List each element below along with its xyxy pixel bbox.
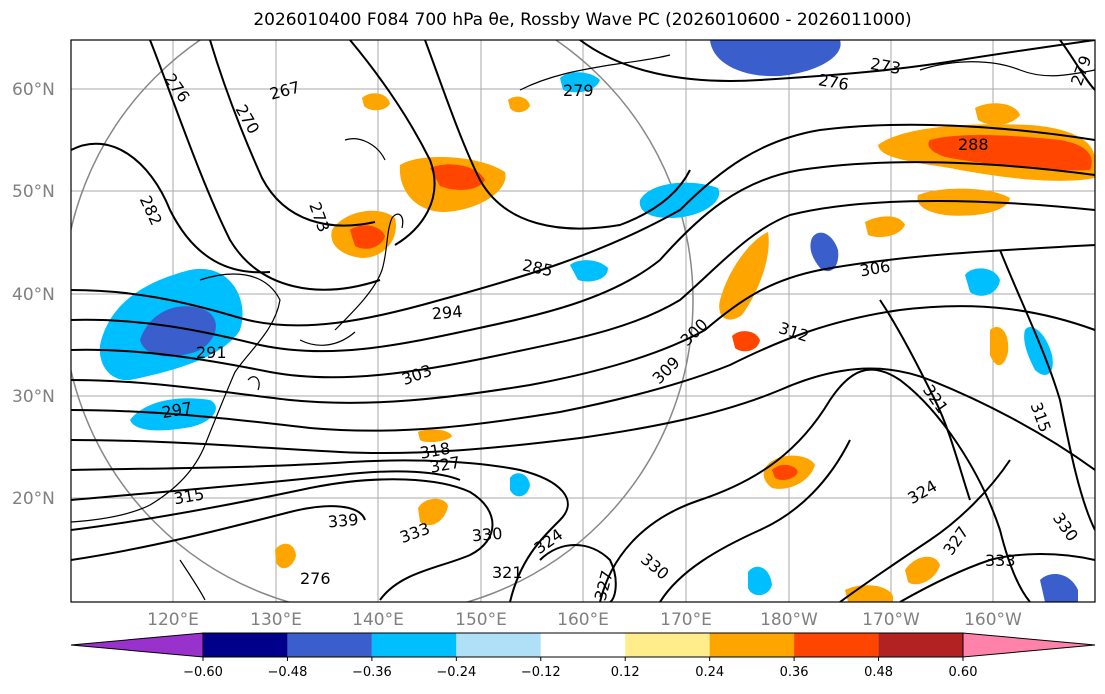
colorbar-bin	[371, 633, 457, 657]
map-title: 2026010400 F084 700 hPa θe, Rossby Wave …	[253, 10, 912, 30]
negative-anomaly-blob	[1040, 574, 1078, 602]
positive-anomaly-blob	[865, 216, 905, 238]
map-border	[70, 39, 1096, 603]
colorbar-tick-label: 0.48	[864, 665, 893, 680]
contour-label: 279	[563, 81, 594, 100]
lon-label: 140°E	[352, 610, 404, 630]
negative-anomaly-blob	[748, 566, 772, 596]
colorbar-bin	[203, 633, 288, 657]
colorbar-bin	[625, 633, 710, 657]
positive-anomaly-blob	[350, 225, 385, 249]
contour-label: 330	[471, 524, 503, 546]
lon-label: 120°E	[147, 610, 199, 630]
contour-label: 294	[431, 302, 463, 324]
colorbar-bin	[878, 633, 963, 657]
lon-label: 170°W	[862, 610, 920, 630]
negative-anomaly-blob	[710, 40, 841, 77]
lat-label: 30°N	[12, 387, 55, 407]
colorbar-bin	[794, 633, 879, 657]
negative-anomaly-blob	[560, 72, 600, 93]
colorbar-tick-label: −0.60	[183, 665, 223, 680]
contour-label: 333	[985, 551, 1016, 570]
positive-anomaly-blob	[719, 232, 769, 320]
contour-label: 288	[958, 135, 989, 154]
colorbar-bin	[287, 633, 372, 657]
negative-anomaly-blob	[965, 268, 1000, 296]
positive-anomaly-blob	[732, 331, 760, 352]
colorbar-bin	[456, 633, 541, 657]
reference-circle	[71, 40, 694, 602]
lat-label: 20°N	[12, 489, 55, 509]
lat-label: 60°N	[12, 80, 55, 100]
positive-anomaly-blob	[508, 96, 530, 113]
colorbar-tick-label: −0.48	[268, 665, 308, 680]
contour-label: 276	[300, 569, 331, 588]
lat-label: 50°N	[12, 182, 55, 202]
lon-label: 130°E	[250, 610, 302, 630]
negative-anomaly-blob	[570, 260, 608, 282]
colorbar-extend-max	[962, 632, 1096, 658]
coastlines	[71, 54, 1095, 601]
lon-label: 170°E	[660, 610, 712, 630]
positive-anomaly-blob	[772, 464, 798, 480]
negative-anomaly-blob	[1024, 327, 1053, 375]
theta-e-contours	[71, 40, 1095, 602]
lon-label: 180°W	[760, 610, 818, 630]
positive-anomaly-blob	[418, 498, 448, 526]
colorbar: −0.60 −0.48 −0.36 −0.24 −0.12 0.12 0.24 0.36 0.4…	[70, 632, 1096, 680]
latitude-labels: 60°N 50°N 40°N 30°N 20°N	[12, 80, 55, 509]
positive-anomaly-blob	[362, 93, 390, 111]
negative-anomaly-blob	[140, 306, 216, 357]
positive-anomaly-blob	[975, 103, 1020, 125]
colorbar-bin	[540, 633, 626, 657]
positive-anomaly-blob	[275, 543, 296, 569]
contour-label: 321	[492, 563, 523, 582]
colorbar-tick-label: 0.36	[780, 665, 809, 680]
positive-anomaly-blob	[430, 164, 485, 190]
colorbar-tick-label: −0.24	[436, 665, 476, 680]
positive-anomaly-blob	[418, 429, 452, 443]
lon-label: 150°E	[455, 610, 507, 630]
colorbar-tick-label: 0.60	[949, 665, 978, 680]
lon-label: 160°E	[557, 610, 609, 630]
colorbar-tick-label: −0.12	[521, 665, 561, 680]
colorbar-outline	[202, 632, 964, 658]
contour-label: 339	[327, 510, 359, 532]
negative-anomaly-blob	[810, 232, 839, 272]
colorbar-tick-label: 0.24	[695, 665, 724, 680]
longitude-labels: 120°E 130°E 140°E 150°E 160°E 170°E 180°…	[147, 610, 1022, 630]
negative-anomaly-blob	[510, 473, 530, 497]
colorbar-tick-label: 0.12	[611, 665, 640, 680]
colorbar-extend-min	[70, 632, 204, 658]
colorbar-bin	[709, 633, 795, 657]
positive-anomaly-blob	[990, 326, 1009, 366]
lat-label: 40°N	[12, 285, 55, 305]
positive-anomaly-blob	[905, 556, 940, 585]
colorbar-tick-label: −0.36	[352, 665, 392, 680]
positive-anomaly-blob	[928, 135, 1092, 171]
lon-label: 160°W	[964, 610, 1022, 630]
contour-label: 291	[196, 343, 227, 362]
